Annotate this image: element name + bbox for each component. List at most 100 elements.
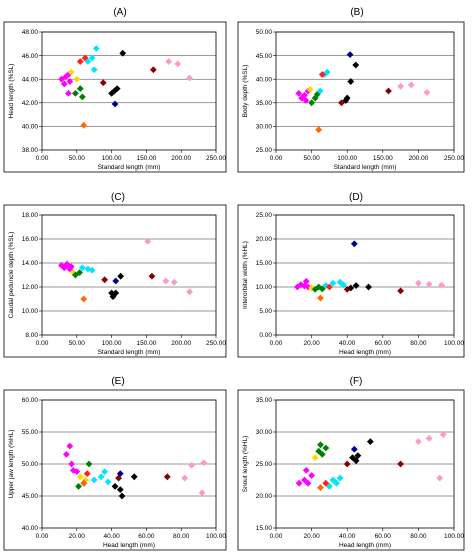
chart-panel-4: (D) 0.00 5.00 10.00 15.00 20.00 25.00 0.00 20.00…: [237, 192, 465, 358]
x-tick-label: 0.00: [36, 155, 49, 162]
data-point: [198, 489, 206, 497]
y-tick-label: 50.00: [256, 29, 273, 36]
data-point: [385, 87, 392, 95]
data-point: [117, 272, 125, 280]
chart-frame: [3, 21, 227, 173]
data-point: [350, 240, 358, 248]
data-point: [318, 285, 326, 293]
data-point: [170, 278, 178, 286]
data-point: [60, 80, 68, 88]
data-point: [425, 435, 433, 442]
data-point: [104, 478, 112, 486]
data-point: [397, 82, 404, 90]
chart-frame: [3, 389, 227, 551]
plot-area: [275, 31, 455, 151]
y-tick-label: 45.00: [22, 493, 39, 500]
y-tick-label: 14.00: [22, 260, 39, 267]
x-tick-label: 40.00: [339, 340, 356, 347]
panel-label: (F): [350, 376, 363, 387]
x-tick-label: 150.00: [373, 155, 393, 162]
data-point: [181, 474, 189, 482]
y-axis-label: Interorbital width (%HL): [242, 241, 249, 309]
data-point: [80, 121, 88, 129]
data-point: [75, 483, 82, 490]
y-tick-label: 30.00: [256, 124, 273, 131]
x-tick-label: 250.00: [206, 155, 226, 162]
y-axis-label: Snout length (%HL): [242, 436, 249, 493]
x-tick-label: 0.00: [270, 155, 283, 162]
data-point: [311, 454, 319, 461]
y-tick-label: 20.00: [256, 236, 273, 243]
data-point: [315, 126, 323, 134]
data-point: [407, 81, 415, 89]
data-point: [295, 479, 303, 487]
data-point: [66, 265, 74, 273]
chart-panel-2: (B) 25.00 30.00 35.00 40.00 45.00 50.00 0.00 50.…: [237, 7, 465, 173]
plot-area: [275, 214, 455, 336]
data-point: [88, 266, 96, 274]
data-point: [76, 85, 84, 93]
y-axis-label: Body depth (%SL): [242, 65, 249, 118]
data-point: [317, 484, 324, 492]
x-tick-label: 60.00: [375, 340, 392, 347]
data-point: [72, 271, 79, 279]
x-tick-label: 0.00: [270, 533, 283, 540]
x-tick-label: 0.00: [270, 340, 283, 347]
y-tick-label: 15.00: [256, 260, 273, 267]
data-point: [365, 283, 372, 291]
data-point: [306, 86, 314, 93]
data-point: [352, 282, 360, 289]
data-point: [308, 99, 315, 107]
data-point: [76, 58, 84, 65]
x-tick-label: 0.00: [36, 340, 49, 347]
x-tick-label: 100.00: [102, 340, 122, 347]
data-point: [112, 289, 120, 297]
data-point: [343, 460, 351, 468]
y-tick-label: 38.00: [22, 147, 39, 154]
y-tick-label: 40.00: [256, 76, 273, 83]
panel-label: (E): [111, 376, 124, 387]
x-tick-label: 20.00: [69, 533, 86, 540]
plot-area: [275, 399, 455, 529]
data-point: [84, 58, 92, 65]
data-point: [308, 472, 315, 479]
x-tick-label: 80.00: [410, 533, 427, 540]
data-point: [81, 54, 89, 62]
data-point: [415, 438, 422, 445]
y-axis-label: Upper jaw length (%HL): [8, 429, 15, 498]
data-point: [67, 68, 75, 76]
data-point: [415, 279, 422, 287]
data-point: [88, 54, 96, 62]
x-tick-label: 20.00: [303, 533, 320, 540]
data-point: [186, 288, 193, 296]
chart-panel-5: (E) 40.00 45.00 50.00 55.00 60.00 0.00 20.00 40.…: [3, 376, 227, 551]
data-point: [295, 89, 303, 97]
y-tick-label: 35.00: [256, 397, 273, 404]
panel-label: (C): [111, 192, 125, 203]
data-point: [397, 287, 404, 295]
data-point: [85, 460, 93, 468]
data-point: [76, 269, 83, 276]
data-point: [162, 277, 170, 285]
data-point: [99, 79, 107, 87]
y-tick-label: 30.00: [256, 429, 273, 436]
data-point: [340, 281, 348, 289]
data-point: [174, 60, 182, 68]
data-point: [293, 283, 301, 291]
y-tick-label: 0.00: [259, 332, 272, 339]
data-point: [116, 470, 124, 477]
data-point: [72, 89, 79, 97]
chart-panel-6: (F) 15.00 20.00 25.00 30.00 35.00 0.00 20.00 40.…: [237, 376, 465, 551]
data-point: [76, 473, 84, 481]
data-point: [366, 438, 374, 445]
x-tick-label: 60.00: [138, 533, 155, 540]
y-tick-label: 25.00: [256, 461, 273, 468]
data-point: [66, 78, 74, 85]
data-point: [116, 486, 124, 493]
data-point: [144, 238, 152, 245]
data-point: [302, 467, 310, 474]
data-point: [336, 474, 344, 482]
data-point: [68, 460, 75, 468]
data-point: [301, 91, 308, 99]
